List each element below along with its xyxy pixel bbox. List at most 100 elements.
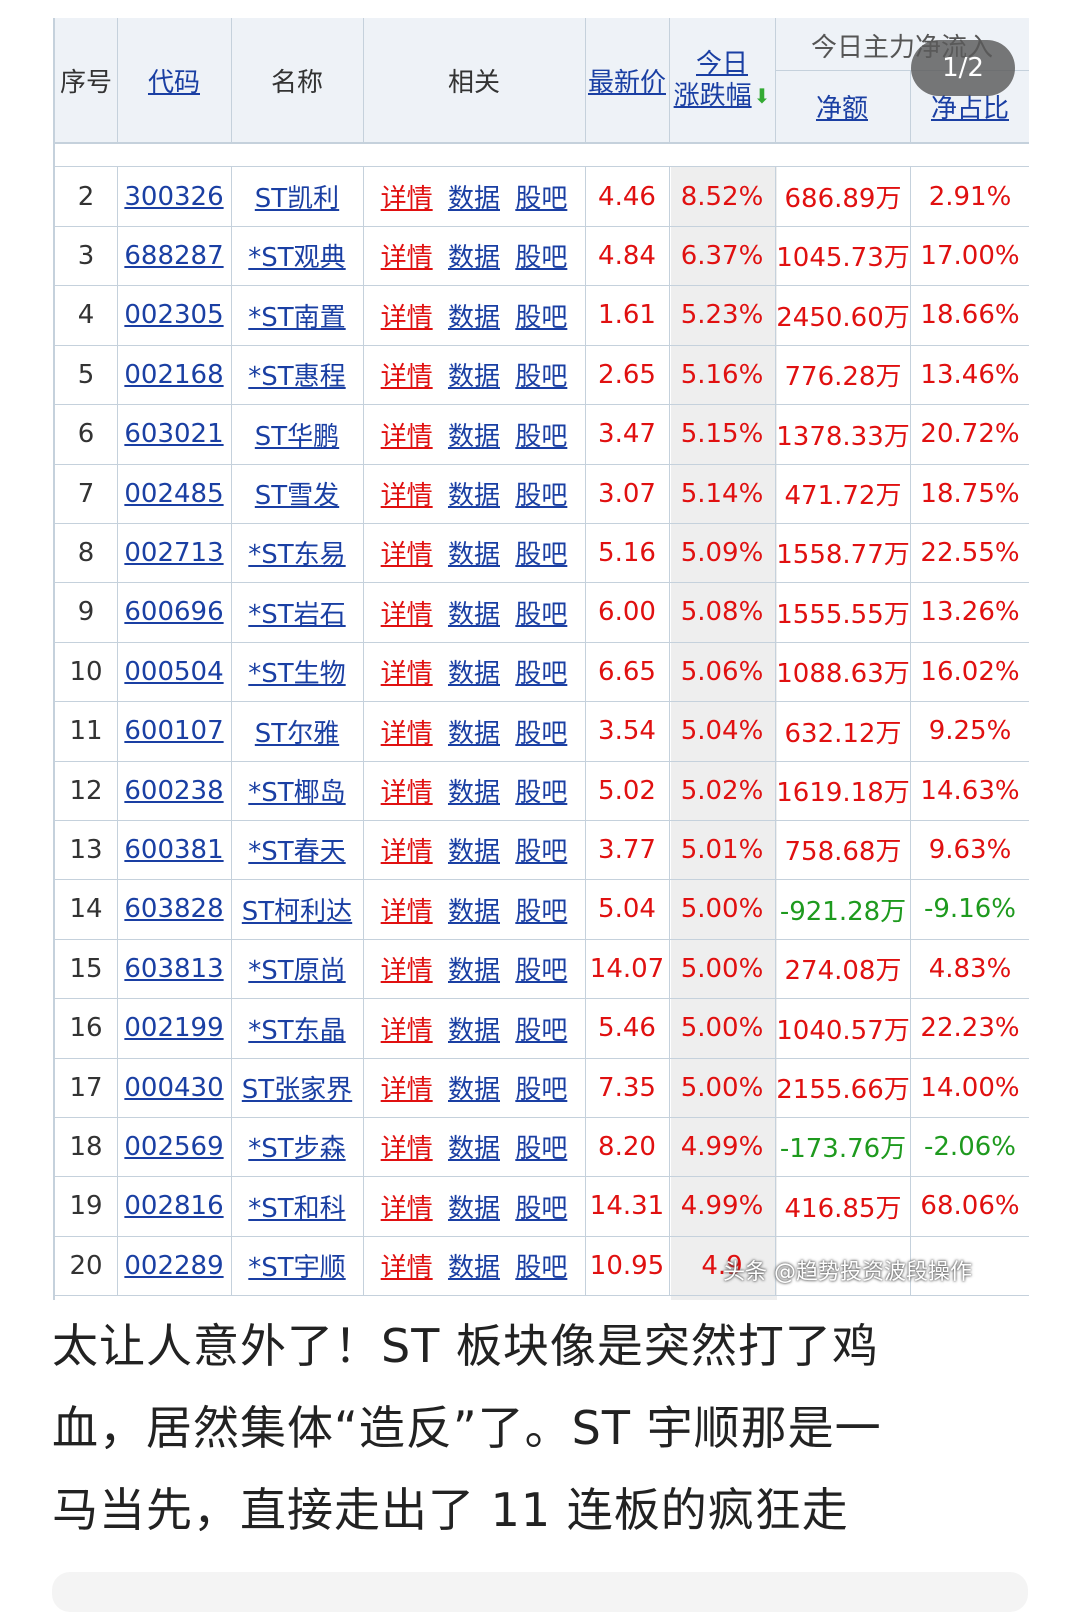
stock-code-link[interactable]: 600238	[124, 775, 224, 806]
stock-name-link[interactable]: ST尔雅	[254, 718, 340, 749]
stock-name-link[interactable]: *ST原尚	[248, 956, 346, 987]
detail-link[interactable]: 详情	[380, 1193, 433, 1224]
data-link[interactable]: 数据	[447, 1193, 500, 1224]
stock-name-link[interactable]: *ST椰岛	[248, 778, 346, 808]
stock-code-link[interactable]: 002305	[124, 300, 224, 331]
forum-link[interactable]: 股吧	[515, 540, 568, 571]
data-link[interactable]: 数据	[447, 184, 500, 214]
data-link[interactable]: 数据	[447, 1134, 500, 1165]
forum-link[interactable]: 股吧	[515, 599, 568, 630]
data-link[interactable]: 数据	[447, 481, 500, 511]
stock-name-link[interactable]: *ST宇顺	[248, 1253, 346, 1284]
forum-link[interactable]: 股吧	[515, 184, 568, 214]
stock-name-link[interactable]: *ST生物	[248, 659, 346, 690]
forum-link[interactable]: 股吧	[515, 956, 568, 987]
stock-name-link[interactable]: *ST东晶	[248, 1015, 346, 1046]
detail-link[interactable]: 详情	[380, 243, 433, 274]
forum-link[interactable]: 股吧	[515, 896, 568, 927]
data-link[interactable]: 数据	[447, 1075, 500, 1105]
detail-link[interactable]: 详情	[380, 1253, 433, 1284]
data-link[interactable]: 数据	[447, 599, 500, 630]
stock-name-link[interactable]: *ST南置	[248, 302, 346, 333]
forum-link[interactable]: 股吧	[515, 243, 568, 274]
stock-code-link[interactable]: 600696	[124, 597, 224, 628]
data-link[interactable]: 数据	[447, 362, 500, 393]
stock-code-link[interactable]: 688287	[124, 240, 224, 271]
forum-link[interactable]: 股吧	[515, 421, 568, 452]
header-price-link[interactable]: 最新价	[587, 67, 666, 98]
stock-name-link[interactable]: *ST东易	[248, 540, 346, 571]
stock-code-link[interactable]: 603828	[124, 894, 224, 925]
forum-link[interactable]: 股吧	[515, 659, 568, 690]
detail-link[interactable]: 详情	[380, 184, 433, 214]
data-link[interactable]: 数据	[447, 302, 500, 333]
stock-name-link[interactable]: *ST惠程	[248, 362, 346, 393]
data-link[interactable]: 数据	[447, 896, 500, 927]
data-link[interactable]: 数据	[447, 956, 500, 987]
stock-code-link[interactable]: 002816	[124, 1191, 224, 1222]
stock-name-link[interactable]: *ST和科	[248, 1193, 346, 1224]
stock-code-link[interactable]: 002713	[124, 537, 224, 568]
detail-link[interactable]: 详情	[380, 540, 433, 571]
header-change-sort[interactable]: 今日 涨跌幅 ⬇	[669, 18, 775, 142]
data-link[interactable]: 数据	[447, 421, 500, 452]
detail-link[interactable]: 详情	[380, 362, 433, 393]
detail-link[interactable]: 详情	[380, 302, 433, 333]
stock-name-link[interactable]: ST柯利达	[241, 896, 353, 927]
forum-link[interactable]: 股吧	[515, 1134, 568, 1165]
stock-name-link[interactable]: ST华鹏	[254, 421, 340, 452]
detail-link[interactable]: 详情	[380, 778, 433, 808]
forum-link[interactable]: 股吧	[515, 778, 568, 808]
stock-name-link[interactable]: *ST春天	[248, 837, 346, 868]
forum-link[interactable]: 股吧	[515, 481, 568, 511]
header-code-link[interactable]: 代码	[147, 67, 200, 98]
stock-code-link[interactable]: 002485	[124, 478, 224, 509]
forum-link[interactable]: 股吧	[515, 1253, 568, 1284]
detail-link[interactable]: 详情	[380, 718, 433, 749]
forum-link[interactable]: 股吧	[515, 362, 568, 393]
stock-code-link[interactable]: 600107	[124, 716, 224, 747]
detail-link[interactable]: 详情	[380, 421, 433, 452]
stock-name-link[interactable]: *ST步森	[248, 1134, 346, 1165]
stock-code-link[interactable]: 600381	[124, 834, 224, 865]
forum-link[interactable]: 股吧	[515, 718, 568, 749]
stock-code-link[interactable]: 603021	[124, 419, 224, 450]
stock-name-link[interactable]: *ST岩石	[248, 599, 346, 630]
forum-link[interactable]: 股吧	[515, 1075, 568, 1105]
header-net-ratio-link[interactable]: 净占比	[930, 93, 1009, 124]
detail-link[interactable]: 详情	[380, 1075, 433, 1105]
stock-code-link[interactable]: 603813	[124, 953, 224, 984]
stock-name-link[interactable]: ST张家界	[241, 1075, 353, 1105]
forum-link[interactable]: 股吧	[515, 837, 568, 868]
data-link[interactable]: 数据	[447, 659, 500, 690]
data-link[interactable]: 数据	[447, 1253, 500, 1284]
header-net-amount-link[interactable]: 净额	[815, 93, 868, 124]
forum-link[interactable]: 股吧	[515, 1193, 568, 1224]
detail-link[interactable]: 详情	[380, 956, 433, 987]
detail-link[interactable]: 详情	[380, 481, 433, 511]
data-link[interactable]: 数据	[447, 778, 500, 808]
data-link[interactable]: 数据	[447, 837, 500, 868]
stock-name-link[interactable]: *ST观典	[248, 243, 346, 274]
stock-code-link[interactable]: 300326	[124, 181, 224, 212]
detail-link[interactable]: 详情	[380, 896, 433, 927]
stock-code-link[interactable]: 000504	[124, 656, 224, 687]
detail-link[interactable]: 详情	[380, 1015, 433, 1046]
detail-link[interactable]: 详情	[380, 599, 433, 630]
stock-code-link[interactable]: 002199	[124, 1013, 224, 1044]
stock-code-link[interactable]: 002569	[124, 1131, 224, 1162]
data-link[interactable]: 数据	[447, 243, 500, 274]
stock-code-link[interactable]: 002168	[124, 359, 224, 390]
data-link[interactable]: 数据	[447, 1015, 500, 1046]
stock-name-link[interactable]: ST凯利	[254, 184, 340, 214]
stock-code-link[interactable]: 002289	[124, 1250, 224, 1281]
data-link[interactable]: 数据	[447, 718, 500, 749]
detail-link[interactable]: 详情	[380, 1134, 433, 1165]
detail-link[interactable]: 详情	[380, 837, 433, 868]
stock-code-link[interactable]: 000430	[124, 1072, 224, 1103]
forum-link[interactable]: 股吧	[515, 1015, 568, 1046]
forum-link[interactable]: 股吧	[515, 302, 568, 333]
stock-name-link[interactable]: ST雪发	[254, 481, 340, 511]
detail-link[interactable]: 详情	[380, 659, 433, 690]
data-link[interactable]: 数据	[447, 540, 500, 571]
